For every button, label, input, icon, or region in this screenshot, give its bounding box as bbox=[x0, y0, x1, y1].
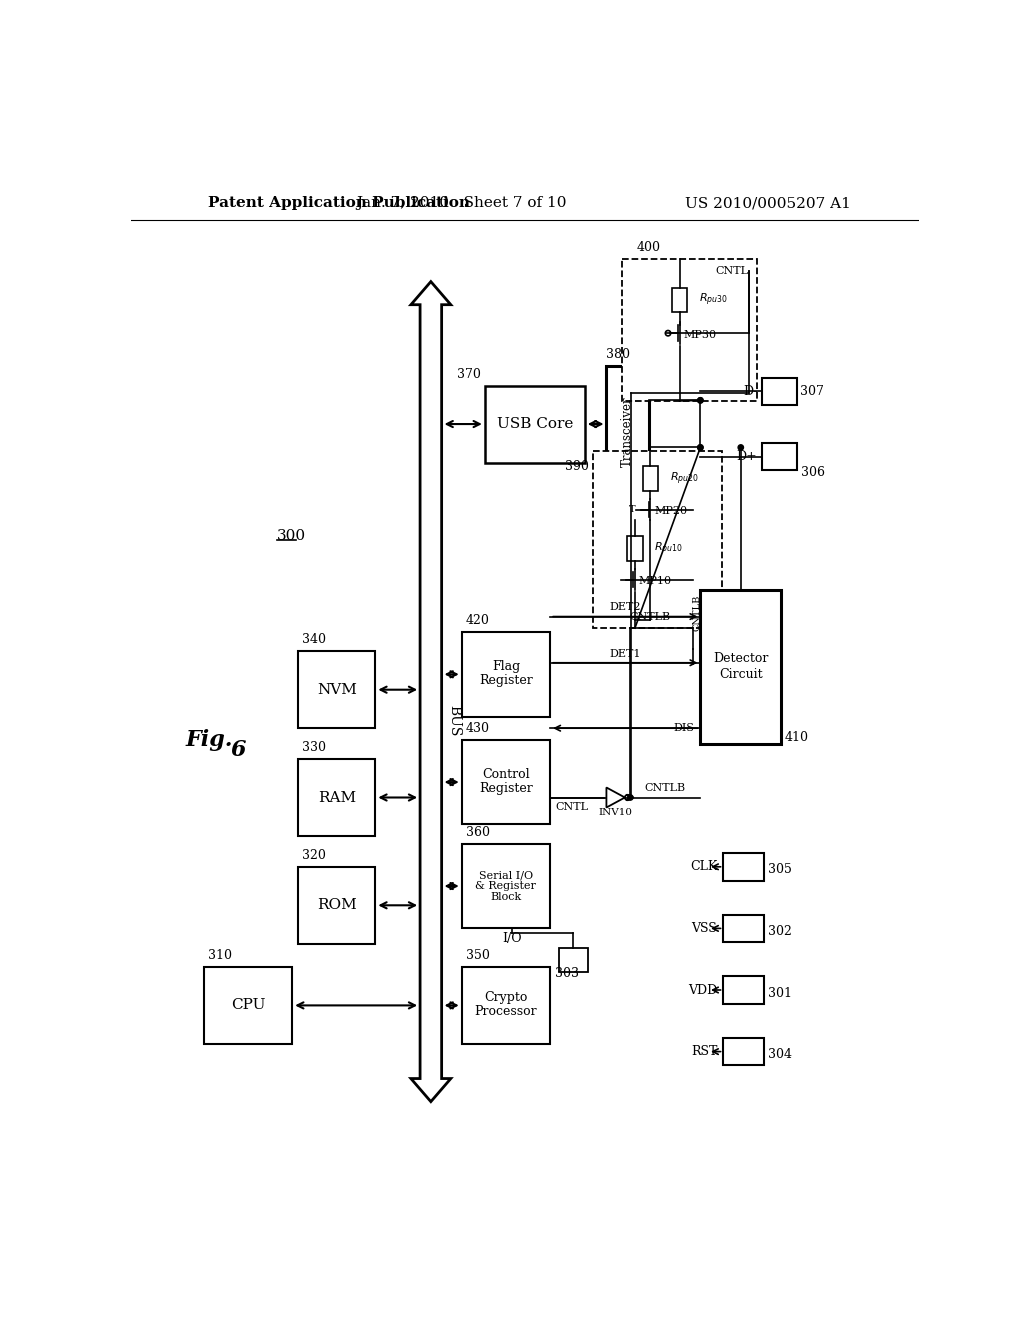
Bar bbox=[298, 759, 376, 836]
Polygon shape bbox=[606, 788, 625, 808]
Text: Patent Application Publication: Patent Application Publication bbox=[208, 197, 470, 210]
Text: MP20: MP20 bbox=[654, 506, 687, 516]
Text: Jan. 7, 2010   Sheet 7 of 10: Jan. 7, 2010 Sheet 7 of 10 bbox=[356, 197, 567, 210]
Text: CLK: CLK bbox=[690, 861, 717, 874]
Text: 304: 304 bbox=[768, 1048, 793, 1061]
Circle shape bbox=[628, 795, 633, 800]
Text: CNTLB: CNTLB bbox=[629, 611, 670, 622]
Text: ROM: ROM bbox=[317, 899, 356, 912]
Text: $R_{pu20}$: $R_{pu20}$ bbox=[670, 470, 698, 487]
Bar bbox=[628, 536, 643, 561]
Text: Crypto: Crypto bbox=[484, 991, 527, 1005]
Text: Flag: Flag bbox=[492, 660, 520, 673]
Text: Processor: Processor bbox=[474, 1005, 538, 1018]
Circle shape bbox=[697, 445, 703, 450]
Text: VDD: VDD bbox=[688, 983, 717, 997]
Text: 306: 306 bbox=[801, 466, 825, 479]
Circle shape bbox=[738, 445, 743, 450]
Text: Serial I/O: Serial I/O bbox=[479, 870, 534, 880]
Text: Detector: Detector bbox=[713, 652, 768, 665]
Text: BUS: BUS bbox=[446, 705, 461, 737]
Text: 330: 330 bbox=[302, 741, 327, 754]
Text: CNTLB: CNTLB bbox=[692, 594, 701, 631]
Text: I/O: I/O bbox=[503, 932, 522, 945]
Bar bbox=[204, 966, 292, 1044]
Text: 307: 307 bbox=[801, 385, 824, 397]
Text: 305: 305 bbox=[768, 863, 792, 876]
Text: Fig.: Fig. bbox=[186, 729, 233, 751]
Circle shape bbox=[697, 397, 703, 403]
Text: INV10: INV10 bbox=[599, 808, 633, 817]
Bar bbox=[622, 259, 757, 401]
Bar bbox=[298, 651, 376, 729]
Text: 430: 430 bbox=[466, 722, 489, 735]
Text: T: T bbox=[630, 506, 636, 513]
Text: 360: 360 bbox=[466, 825, 489, 838]
Circle shape bbox=[697, 397, 703, 403]
Text: 370: 370 bbox=[457, 367, 481, 380]
Text: 303: 303 bbox=[555, 968, 579, 981]
Bar bbox=[593, 451, 722, 628]
Bar bbox=[484, 385, 585, 462]
Text: 400: 400 bbox=[637, 242, 660, 255]
Text: DET1: DET1 bbox=[609, 648, 641, 659]
Bar bbox=[462, 739, 550, 825]
Bar bbox=[724, 915, 764, 942]
Text: 380: 380 bbox=[606, 348, 631, 362]
Bar bbox=[606, 367, 649, 498]
Bar bbox=[672, 288, 687, 313]
Text: 310: 310 bbox=[208, 949, 231, 962]
Text: VSS: VSS bbox=[691, 921, 717, 935]
Bar bbox=[643, 466, 658, 491]
Text: MP10: MP10 bbox=[639, 576, 672, 586]
Bar bbox=[559, 948, 588, 973]
Text: Block: Block bbox=[490, 892, 521, 902]
Text: Transceiver: Transceiver bbox=[622, 396, 634, 467]
Text: 302: 302 bbox=[768, 925, 792, 939]
Text: 300: 300 bbox=[276, 529, 306, 543]
Text: 350: 350 bbox=[466, 949, 489, 962]
Text: CNTL: CNTL bbox=[716, 265, 749, 276]
Text: $R_{pu30}$: $R_{pu30}$ bbox=[698, 292, 728, 309]
Text: CPU: CPU bbox=[230, 998, 265, 1012]
Bar bbox=[762, 444, 797, 470]
Bar bbox=[724, 977, 764, 1003]
Text: Control: Control bbox=[482, 768, 529, 781]
Text: RST: RST bbox=[691, 1045, 717, 1059]
Text: US 2010/0005207 A1: US 2010/0005207 A1 bbox=[685, 197, 851, 210]
Bar bbox=[462, 966, 550, 1044]
Text: 410: 410 bbox=[785, 731, 809, 744]
Text: CNTLB: CNTLB bbox=[645, 783, 686, 793]
Polygon shape bbox=[411, 281, 451, 1102]
Text: Register: Register bbox=[479, 675, 532, 686]
Text: 390: 390 bbox=[565, 459, 589, 473]
Text: 320: 320 bbox=[302, 849, 327, 862]
Bar bbox=[700, 590, 781, 743]
Text: NVM: NVM bbox=[317, 682, 356, 697]
Text: DET2: DET2 bbox=[609, 602, 641, 612]
Text: RAM: RAM bbox=[317, 791, 356, 804]
Bar bbox=[762, 378, 797, 405]
Bar bbox=[724, 1038, 764, 1065]
Text: Register: Register bbox=[479, 781, 532, 795]
Text: 420: 420 bbox=[466, 614, 489, 627]
Bar bbox=[724, 853, 764, 880]
Text: 301: 301 bbox=[768, 986, 793, 999]
Text: & Register: & Register bbox=[475, 880, 537, 891]
Bar bbox=[462, 843, 550, 928]
Text: D-: D- bbox=[742, 385, 758, 397]
Text: CNTL: CNTL bbox=[556, 801, 589, 812]
Text: Circuit: Circuit bbox=[719, 668, 763, 681]
Text: 6: 6 bbox=[230, 739, 246, 760]
Text: USB Core: USB Core bbox=[497, 417, 573, 432]
Text: MP30: MP30 bbox=[683, 330, 717, 339]
Text: DIS: DIS bbox=[673, 723, 694, 733]
Bar bbox=[462, 632, 550, 717]
Text: 340: 340 bbox=[302, 634, 327, 647]
Text: $R_{pu10}$: $R_{pu10}$ bbox=[654, 541, 683, 557]
Text: D+: D+ bbox=[736, 450, 758, 463]
Circle shape bbox=[697, 445, 703, 450]
Bar bbox=[298, 867, 376, 944]
